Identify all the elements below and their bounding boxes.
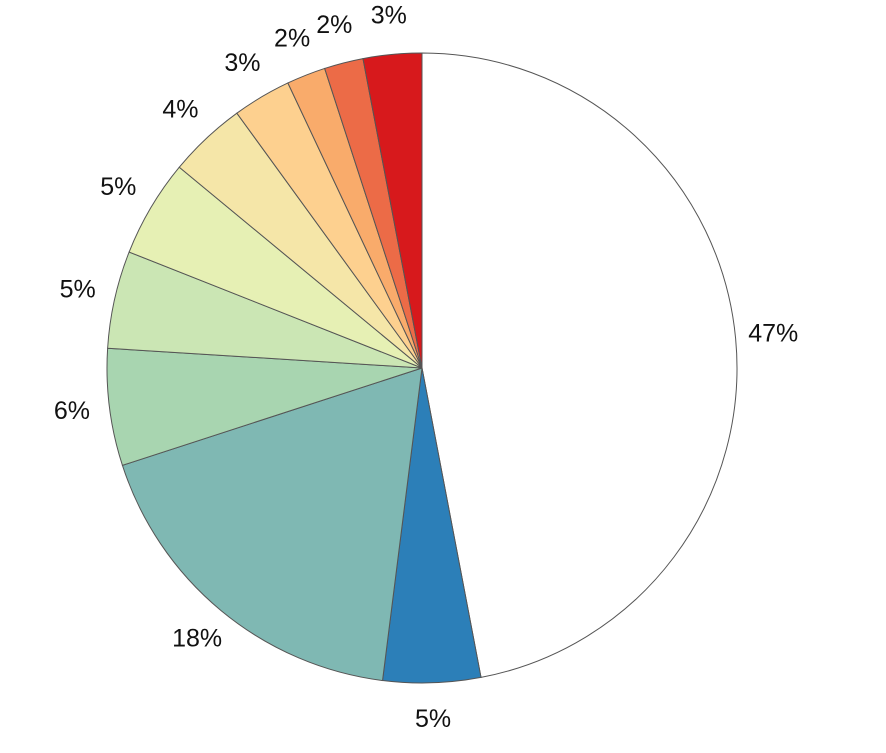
pie-slice	[121, 367, 423, 682]
slice-label: 2%	[316, 11, 352, 39]
slice-label: 5%	[415, 705, 451, 733]
slice-label: 4%	[162, 95, 198, 123]
slice-label: 3%	[371, 1, 407, 29]
slice-label: 47%	[748, 319, 798, 347]
pie-slice	[421, 52, 738, 679]
slice-label: 6%	[54, 397, 90, 425]
slice-label: 5%	[60, 276, 96, 304]
slice-label: 3%	[224, 49, 260, 77]
pie-slice	[362, 52, 423, 369]
slice-label: 18%	[172, 624, 222, 652]
pie-slice	[106, 347, 423, 466]
slice-label: 2%	[274, 25, 310, 53]
slice-label: 5%	[100, 173, 136, 201]
